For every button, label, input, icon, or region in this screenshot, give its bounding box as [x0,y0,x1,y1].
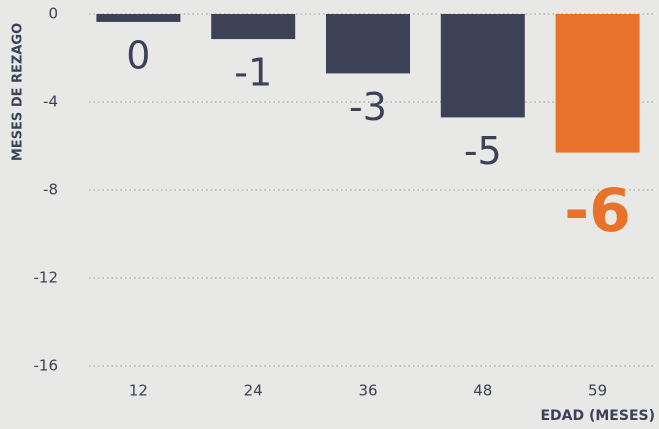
bar [555,14,640,153]
x-tick-label: 24 [244,382,263,400]
y-tick-label: 0 [48,5,58,23]
x-tick-label: 12 [129,382,148,400]
value-label: -6 [564,176,631,246]
x-axis-label: EDAD (MESES) [540,408,655,424]
y-tick-label: -12 [34,269,59,287]
x-tick-label: 36 [358,382,377,400]
y-tick-label: -4 [43,93,58,111]
value-label: -5 [464,129,502,173]
value-label: -3 [349,85,387,129]
bar [96,14,181,22]
y-axis-label: MESES DE REZAGO [11,23,26,161]
bar [326,14,410,74]
y-tick-label: -16 [34,357,59,375]
x-tick-label: 59 [588,382,607,400]
y-tick-label: -8 [43,181,58,199]
x-tick-label: 48 [473,382,492,400]
value-label: 0 [126,33,150,77]
bar [211,14,296,40]
bar [440,14,525,118]
value-label: -1 [234,51,272,95]
